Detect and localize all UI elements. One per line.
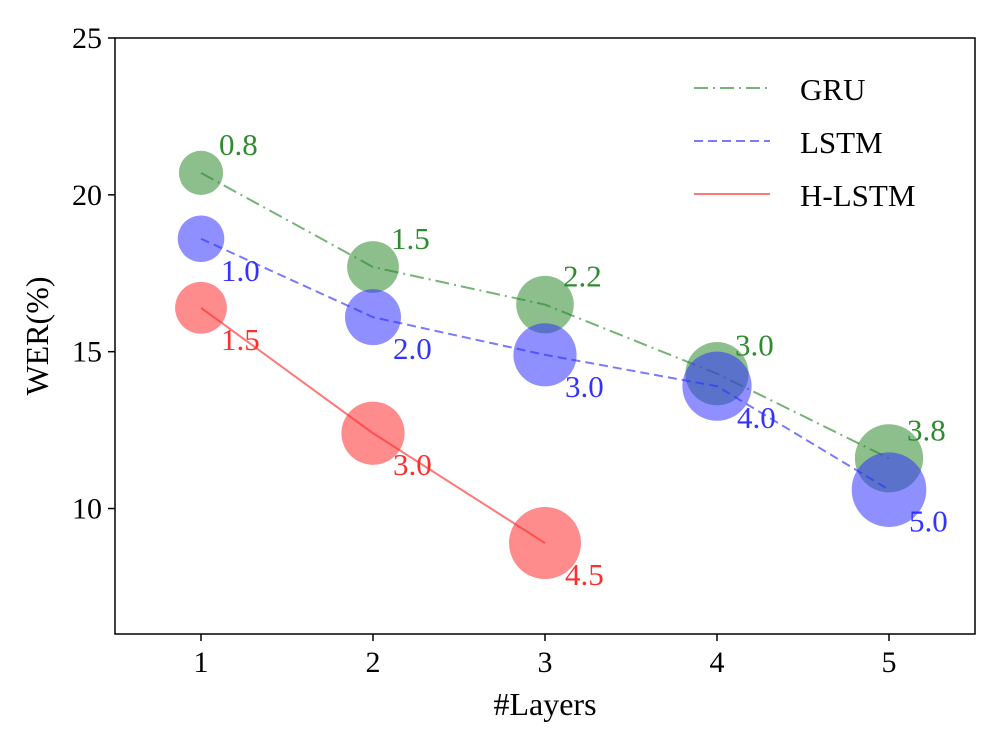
gru-size-label: 3.8 <box>907 412 946 447</box>
legend-label-lstm: LSTM <box>800 125 883 160</box>
x-tick-label: 4 <box>710 646 725 679</box>
y-axis-label: WER(%) <box>19 276 55 395</box>
legend-label-gru: GRU <box>800 72 865 107</box>
h-lstm-line <box>200 306 546 544</box>
y-tick-label: 25 <box>72 22 102 55</box>
lstm-marker <box>851 452 927 528</box>
gru-line <box>200 172 890 460</box>
gru-size-label: 3.0 <box>735 328 774 363</box>
lstm-size-label: 3.0 <box>565 369 604 404</box>
lstm-size-label: 2.0 <box>393 331 432 366</box>
h-lstm-size-label: 3.0 <box>393 447 432 482</box>
h-lstm-size-label: 1.5 <box>221 322 260 357</box>
lstm-line <box>200 237 890 491</box>
gru-size-label: 2.2 <box>563 259 602 294</box>
x-tick-label: 3 <box>538 646 553 679</box>
lstm-size-label: 4.0 <box>737 400 776 435</box>
x-axis-label: #Layers <box>493 686 596 722</box>
lstm-size-label: 1.0 <box>221 253 260 288</box>
y-tick-label: 10 <box>72 493 102 526</box>
gru-size-label: 0.8 <box>219 127 258 162</box>
x-tick-label: 5 <box>882 646 897 679</box>
x-tick-label: 1 <box>194 646 209 679</box>
legend-label-h-lstm: H-LSTM <box>800 178 915 213</box>
y-tick-label: 15 <box>72 336 102 369</box>
legend: GRU LSTM H-LSTM <box>694 72 915 213</box>
h-lstm-size-label: 4.5 <box>565 557 604 592</box>
y-tick-label: 20 <box>72 179 102 212</box>
x-tick-label: 2 <box>366 646 381 679</box>
gru-size-label: 1.5 <box>391 221 430 256</box>
gru-marker <box>347 241 399 293</box>
lstm-size-label: 5.0 <box>909 504 948 539</box>
